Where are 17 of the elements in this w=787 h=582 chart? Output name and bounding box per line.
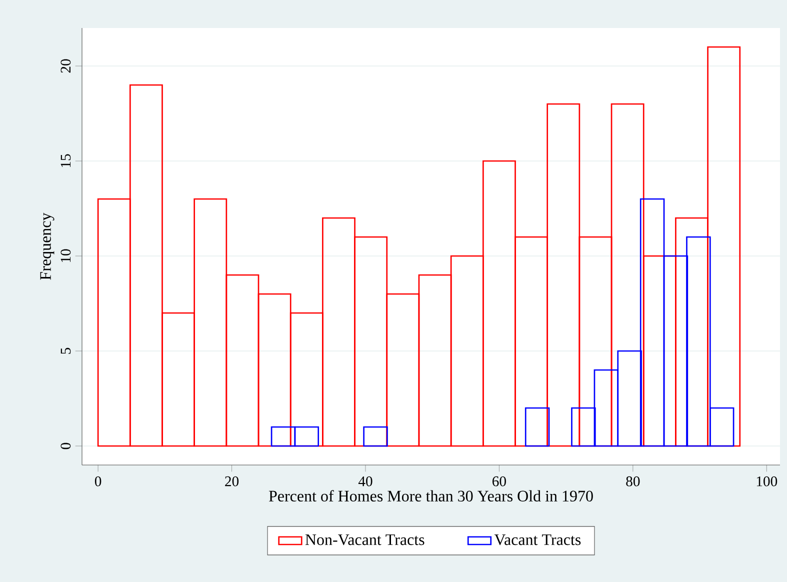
x-tick-label: 20 [225, 476, 239, 486]
bar [363, 426, 388, 447]
y-tick-label: 20 [60, 59, 71, 73]
x-tick-label: 80 [626, 476, 640, 486]
y-axis-title: Frequency [40, 212, 54, 280]
x-tick-label: 60 [492, 476, 506, 486]
y-tick-label: 0 [60, 442, 71, 450]
y-tick-label: 15 [60, 154, 71, 168]
y-tick-label: 10 [60, 249, 71, 262]
x-tick-label: 40 [358, 476, 372, 486]
x-tick-label: 100 [756, 476, 778, 486]
y-tick-label: 5 [60, 348, 71, 354]
bar [524, 407, 550, 447]
x-axis-title: Percent of Homes More than 30 Years Old in 1970 [268, 490, 593, 502]
legend-label: Vacant Tracts [494, 534, 581, 546]
legend-label: Non-Vacant Tracts [305, 534, 424, 546]
x-tick-label: 0 [94, 476, 102, 486]
